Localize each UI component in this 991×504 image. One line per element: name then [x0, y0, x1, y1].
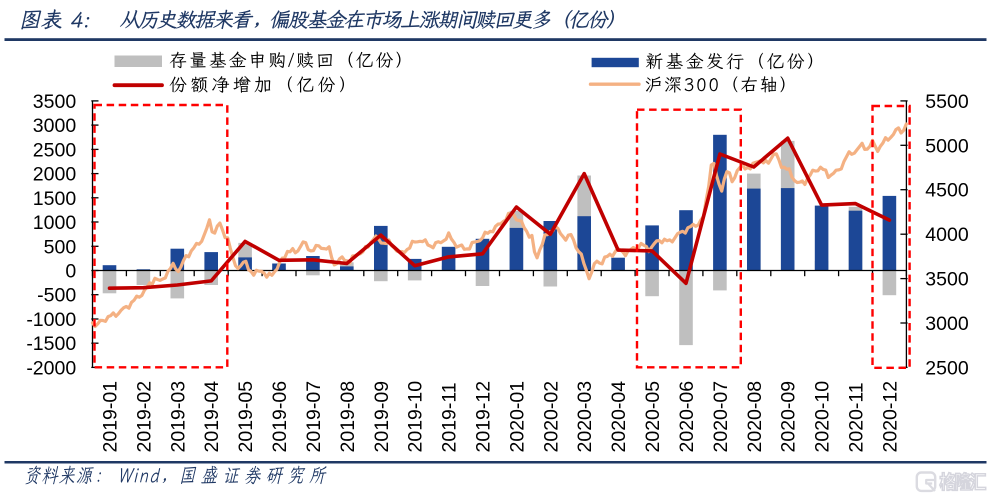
svg-text:2020-12: 2020-12: [879, 381, 901, 453]
svg-text:2000: 2000: [33, 164, 77, 186]
svg-text:3500: 3500: [33, 91, 77, 113]
svg-text:2019-05: 2019-05: [235, 381, 257, 453]
svg-text:2020-06: 2020-06: [676, 381, 698, 453]
svg-text:2019-03: 2019-03: [167, 381, 189, 453]
svg-text:3000: 3000: [33, 115, 77, 137]
svg-text:2019-08: 2019-08: [337, 381, 359, 453]
svg-text:2020-10: 2020-10: [812, 381, 834, 453]
svg-text:2019-06: 2019-06: [269, 381, 291, 453]
svg-text:3000: 3000: [925, 313, 969, 335]
svg-text:2020-11: 2020-11: [846, 382, 868, 452]
svg-text:2019-04: 2019-04: [201, 381, 223, 453]
svg-text:2020-03: 2020-03: [574, 381, 596, 453]
svg-text:2020-08: 2020-08: [744, 381, 766, 453]
svg-text:2500: 2500: [925, 357, 969, 379]
svg-text:2019-09: 2019-09: [371, 381, 393, 453]
svg-text:5500: 5500: [925, 91, 969, 113]
svg-text:5000: 5000: [925, 135, 969, 157]
svg-text:1500: 1500: [33, 188, 77, 210]
svg-text:2020-09: 2020-09: [778, 381, 800, 453]
svg-text:2019-11: 2019-11: [439, 382, 461, 452]
svg-text:2019-10: 2019-10: [405, 381, 427, 453]
svg-text:4000: 4000: [925, 224, 969, 246]
svg-text:3500: 3500: [925, 269, 969, 291]
svg-text:2020-04: 2020-04: [608, 381, 630, 453]
svg-text:2019-02: 2019-02: [133, 381, 155, 453]
svg-text:0: 0: [65, 261, 76, 283]
svg-text:2019-07: 2019-07: [303, 381, 325, 453]
svg-text:2500: 2500: [33, 139, 77, 161]
svg-text:2020-05: 2020-05: [642, 381, 664, 453]
svg-text:1000: 1000: [33, 212, 77, 234]
svg-text:-1500: -1500: [26, 333, 76, 355]
svg-text:500: 500: [44, 236, 77, 258]
svg-text:2020-01: 2020-01: [506, 381, 528, 453]
svg-text:2019-12: 2019-12: [473, 381, 495, 453]
svg-text:2020-02: 2020-02: [540, 381, 562, 453]
svg-text:2019-01: 2019-01: [100, 381, 122, 453]
svg-text:4500: 4500: [925, 180, 969, 202]
svg-text:-2000: -2000: [26, 357, 76, 379]
svg-text:2020-07: 2020-07: [710, 381, 732, 453]
svg-text:-500: -500: [37, 285, 76, 307]
svg-text:-1000: -1000: [26, 309, 76, 331]
